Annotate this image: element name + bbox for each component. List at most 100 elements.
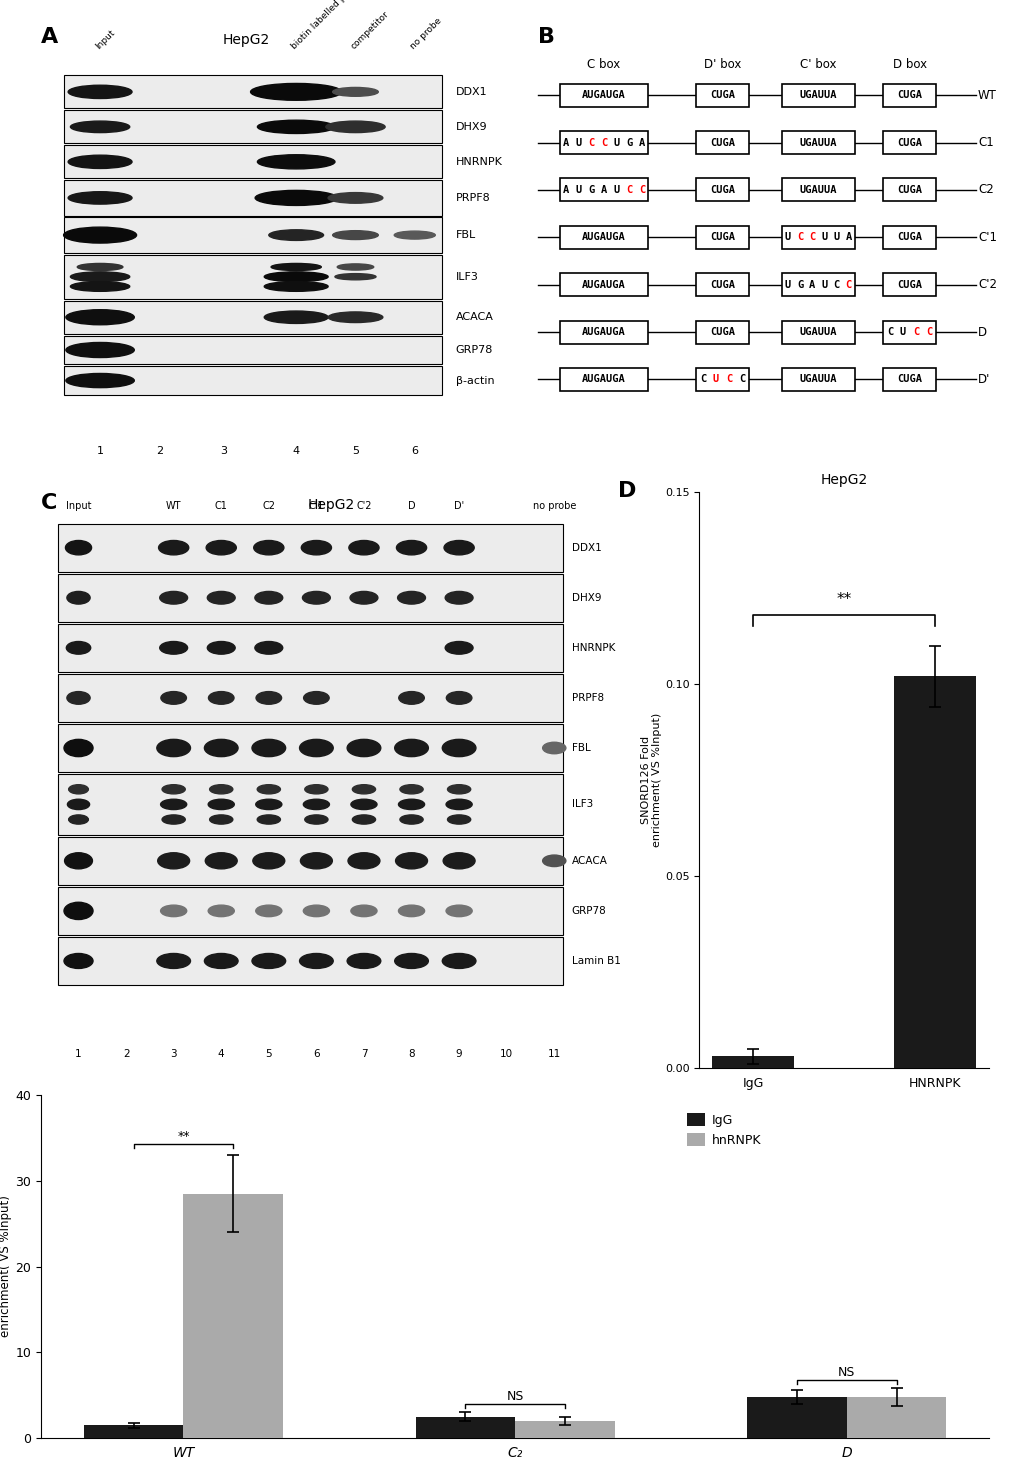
Ellipse shape <box>264 271 328 282</box>
Ellipse shape <box>264 311 328 323</box>
Text: G: G <box>588 184 594 195</box>
Y-axis label: snoRD126 Fold
enrichment( VS %Input): snoRD126 Fold enrichment( VS %Input) <box>0 1196 12 1338</box>
Text: NS: NS <box>838 1366 855 1379</box>
Text: C box: C box <box>587 58 620 71</box>
Bar <box>58 774 562 835</box>
Ellipse shape <box>158 853 190 869</box>
Ellipse shape <box>206 540 236 555</box>
Text: A: A <box>600 184 606 195</box>
Text: C'1: C'1 <box>977 230 996 243</box>
Text: UGAUUA: UGAUUA <box>799 375 837 385</box>
Ellipse shape <box>352 785 375 794</box>
Ellipse shape <box>325 121 385 133</box>
Bar <box>58 574 562 621</box>
Text: DHX9: DHX9 <box>455 122 487 131</box>
Text: D: D <box>977 326 986 339</box>
Bar <box>782 320 854 344</box>
Text: C: C <box>845 280 851 289</box>
Ellipse shape <box>253 853 284 869</box>
Text: β-actin: β-actin <box>455 376 494 385</box>
Bar <box>63 180 441 215</box>
Bar <box>696 226 748 249</box>
Ellipse shape <box>207 591 235 605</box>
Text: B: B <box>537 27 554 47</box>
Text: FBL: FBL <box>455 230 476 240</box>
Ellipse shape <box>446 692 472 704</box>
Bar <box>882 131 934 153</box>
Bar <box>712 1056 794 1068</box>
Text: 2: 2 <box>122 1049 129 1059</box>
Ellipse shape <box>64 903 93 919</box>
Text: CUGA: CUGA <box>709 280 735 289</box>
Text: D': D' <box>977 373 989 386</box>
Text: C: C <box>925 327 931 338</box>
Ellipse shape <box>162 785 185 794</box>
Text: C: C <box>833 280 839 289</box>
Text: 6: 6 <box>411 445 418 456</box>
Ellipse shape <box>398 692 424 704</box>
Bar <box>58 937 562 985</box>
Text: competitor: competitor <box>348 9 390 52</box>
Text: 6: 6 <box>313 1049 319 1059</box>
Bar <box>882 320 934 344</box>
Text: D box: D box <box>892 58 925 71</box>
Ellipse shape <box>66 310 135 324</box>
Bar <box>882 226 934 249</box>
Ellipse shape <box>334 274 376 280</box>
Text: A: A <box>562 184 569 195</box>
Text: PRPF8: PRPF8 <box>571 693 603 704</box>
Bar <box>58 886 562 935</box>
Ellipse shape <box>64 953 93 969</box>
Text: C2: C2 <box>977 183 993 196</box>
Text: CUGA: CUGA <box>709 137 735 148</box>
Ellipse shape <box>351 906 377 916</box>
Text: U: U <box>613 184 620 195</box>
Ellipse shape <box>160 642 187 655</box>
Ellipse shape <box>64 739 93 757</box>
Text: AUGAUGA: AUGAUGA <box>582 375 626 385</box>
Text: **: ** <box>177 1130 190 1143</box>
Text: C' box: C' box <box>799 58 836 71</box>
Text: U: U <box>613 137 620 148</box>
Text: 5: 5 <box>265 1049 272 1059</box>
Bar <box>58 524 562 572</box>
Ellipse shape <box>301 540 331 555</box>
Bar <box>782 84 854 106</box>
Ellipse shape <box>346 739 380 757</box>
Ellipse shape <box>328 311 382 323</box>
Bar <box>696 367 748 391</box>
Text: HNRNPK: HNRNPK <box>571 643 614 653</box>
Legend: IgG, hnRNPK: IgG, hnRNPK <box>681 1108 765 1152</box>
Bar <box>559 84 648 106</box>
Text: A: A <box>845 233 851 242</box>
Ellipse shape <box>337 264 373 270</box>
Ellipse shape <box>332 230 378 239</box>
Text: C'2: C'2 <box>977 279 996 291</box>
Text: CUGA: CUGA <box>709 327 735 338</box>
Text: 4: 4 <box>218 1049 224 1059</box>
Text: U: U <box>575 184 581 195</box>
Bar <box>58 674 562 721</box>
Ellipse shape <box>208 692 233 704</box>
Ellipse shape <box>210 814 232 825</box>
Text: ACACA: ACACA <box>455 313 493 322</box>
Ellipse shape <box>70 271 129 282</box>
Ellipse shape <box>257 119 334 133</box>
Text: U: U <box>784 233 791 242</box>
Text: C: C <box>699 375 705 385</box>
Ellipse shape <box>256 906 281 916</box>
Ellipse shape <box>70 121 129 133</box>
Ellipse shape <box>301 853 332 869</box>
Text: C: C <box>600 137 606 148</box>
Ellipse shape <box>398 906 424 916</box>
Bar <box>696 320 748 344</box>
Text: 11: 11 <box>547 1049 560 1059</box>
Text: C: C <box>808 233 814 242</box>
Bar <box>515 1420 614 1438</box>
Bar <box>882 367 934 391</box>
Ellipse shape <box>442 853 475 869</box>
Ellipse shape <box>396 540 426 555</box>
Text: D: D <box>618 481 636 500</box>
Text: no probe: no probe <box>532 500 576 510</box>
Text: DHX9: DHX9 <box>571 593 600 603</box>
